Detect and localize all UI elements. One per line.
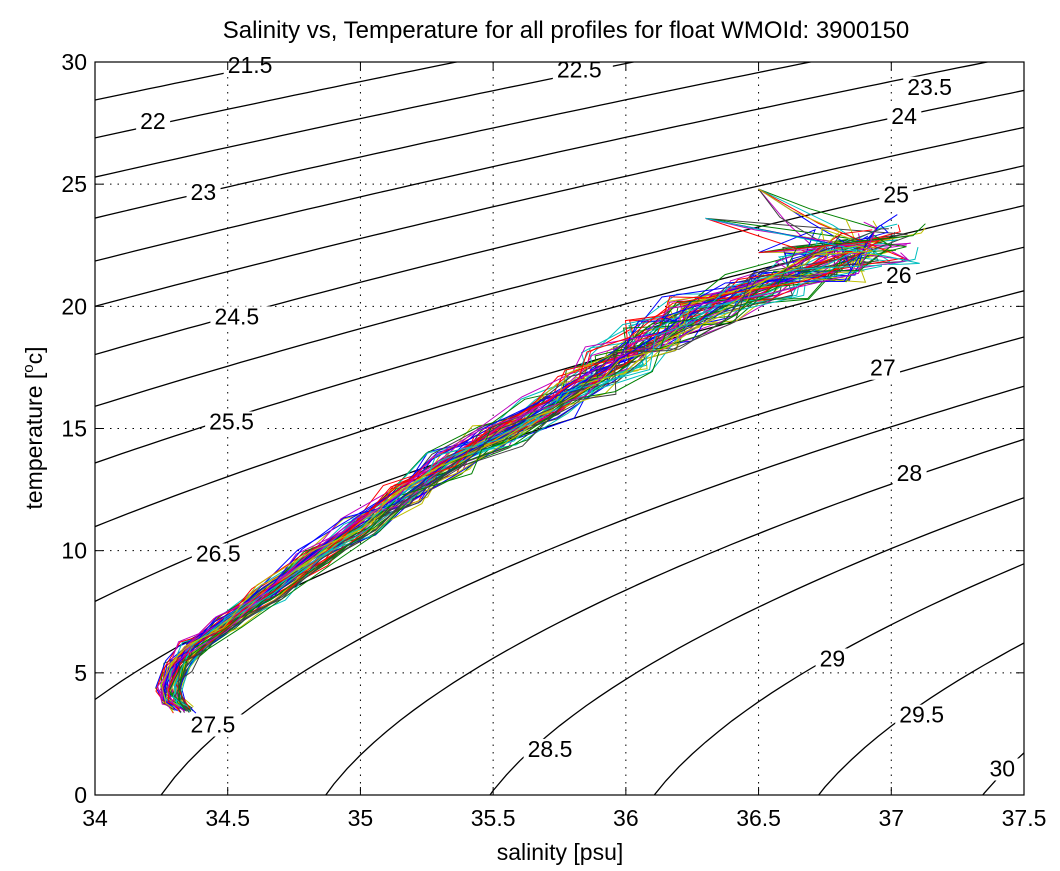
profile-line bbox=[172, 246, 919, 707]
contour-label-bg bbox=[186, 714, 247, 737]
contour-label-21.5: 21.5 bbox=[228, 52, 273, 78]
contour-label-23.5: 23.5 bbox=[907, 74, 952, 100]
contour-label-bg bbox=[523, 738, 584, 761]
y-tick-label: 15 bbox=[61, 416, 87, 442]
y-axis-label-main: temperature [ bbox=[21, 372, 47, 509]
contour-label-bg bbox=[866, 357, 901, 380]
contour-label-bg bbox=[985, 758, 1020, 781]
axis-ticks: 34 34.5 35 35.5 36 36.5 37 37.5 0 5 10 15 20 25 30 bbox=[61, 49, 1046, 831]
contour-label-28: 28 bbox=[897, 460, 923, 486]
contour-labels: 21.5 22 22.5 23 23.5 24 24.5 25 25.5 26 26.5 27 27.5… bbox=[136, 52, 1020, 781]
density-contour-24 bbox=[95, 89, 1024, 307]
contour-label-bg bbox=[892, 462, 927, 485]
x-tick-label: 35.5 bbox=[471, 805, 516, 831]
contour-label-28.5: 28.5 bbox=[528, 736, 573, 762]
profile-line bbox=[175, 235, 910, 713]
profile-line bbox=[178, 239, 898, 710]
contour-label-bg bbox=[879, 184, 914, 207]
x-tick-label: 35 bbox=[348, 805, 374, 831]
profile-line bbox=[164, 217, 853, 707]
x-tick-label: 34 bbox=[82, 805, 108, 831]
contour-label-29: 29 bbox=[820, 646, 846, 672]
contour-label-22: 22 bbox=[140, 108, 166, 134]
profile-line bbox=[166, 221, 877, 712]
density-contour-25 bbox=[95, 165, 1024, 407]
density-contour-27.5 bbox=[160, 385, 1024, 795]
x-tick-label: 37 bbox=[878, 805, 904, 831]
x-tick-label: 36 bbox=[613, 805, 639, 831]
profile-line bbox=[174, 228, 889, 713]
density-contour-23.5 bbox=[95, 62, 991, 262]
contour-label-26: 26 bbox=[886, 262, 912, 288]
contour-label-27.5: 27.5 bbox=[191, 711, 236, 737]
x-tick-label: 37.5 bbox=[1002, 805, 1047, 831]
density-contour-26 bbox=[95, 246, 1024, 528]
contour-label-25: 25 bbox=[883, 181, 909, 207]
y-axis-label: temperature [oc] bbox=[20, 346, 47, 509]
contour-label-bg bbox=[191, 543, 252, 566]
contour-label-23: 23 bbox=[191, 179, 217, 205]
density-contour-22 bbox=[95, 62, 460, 139]
y-tick-label: 30 bbox=[61, 49, 87, 75]
contour-label-bg bbox=[223, 54, 284, 77]
contour-label-bg bbox=[815, 648, 850, 671]
contour-label-24: 24 bbox=[891, 103, 917, 129]
density-contour-29 bbox=[653, 563, 1024, 795]
profile-line bbox=[173, 217, 920, 707]
contour-label-27: 27 bbox=[870, 355, 896, 381]
y-axis-label-degree: o bbox=[20, 364, 37, 372]
contour-label-bg bbox=[887, 106, 922, 129]
y-tick-label: 10 bbox=[61, 538, 87, 564]
profiles bbox=[154, 188, 926, 714]
density-contour-23 bbox=[95, 62, 814, 219]
profile-line bbox=[160, 244, 873, 709]
profile-line bbox=[178, 223, 926, 712]
contour-label-bg bbox=[136, 110, 171, 133]
contour-label-bg bbox=[186, 181, 221, 204]
density-contour-28.5 bbox=[489, 497, 1024, 795]
contour-label-30: 30 bbox=[989, 755, 1015, 781]
x-axis-label: salinity [psu] bbox=[497, 839, 624, 865]
contour-label-24.5: 24.5 bbox=[214, 303, 259, 329]
y-tick-label: 20 bbox=[61, 293, 87, 319]
contour-label-bg bbox=[881, 264, 916, 287]
contour-label-22.5: 22.5 bbox=[557, 57, 602, 83]
contour-label-bg bbox=[205, 411, 266, 434]
contour-label-bg bbox=[895, 704, 956, 727]
x-tick-label: 36.5 bbox=[736, 805, 781, 831]
density-contours bbox=[95, 62, 1024, 795]
y-axis-label-unit: c] bbox=[21, 346, 47, 364]
y-tick-label: 0 bbox=[74, 782, 87, 808]
density-contour-28 bbox=[324, 438, 1024, 795]
contour-label-25.5: 25.5 bbox=[209, 409, 254, 435]
density-contour-29.5 bbox=[817, 642, 1024, 795]
contour-label-26.5: 26.5 bbox=[196, 540, 241, 566]
contour-label-bg bbox=[210, 306, 271, 329]
x-tick-label: 34.5 bbox=[205, 805, 250, 831]
contour-label-bg bbox=[552, 59, 613, 82]
y-tick-label: 5 bbox=[74, 660, 87, 686]
y-tick-label: 25 bbox=[61, 171, 87, 197]
contour-label-bg bbox=[903, 76, 964, 99]
chart-title: Salinity vs, Temperature for all profile… bbox=[223, 17, 910, 44]
contour-label-29.5: 29.5 bbox=[899, 702, 944, 728]
